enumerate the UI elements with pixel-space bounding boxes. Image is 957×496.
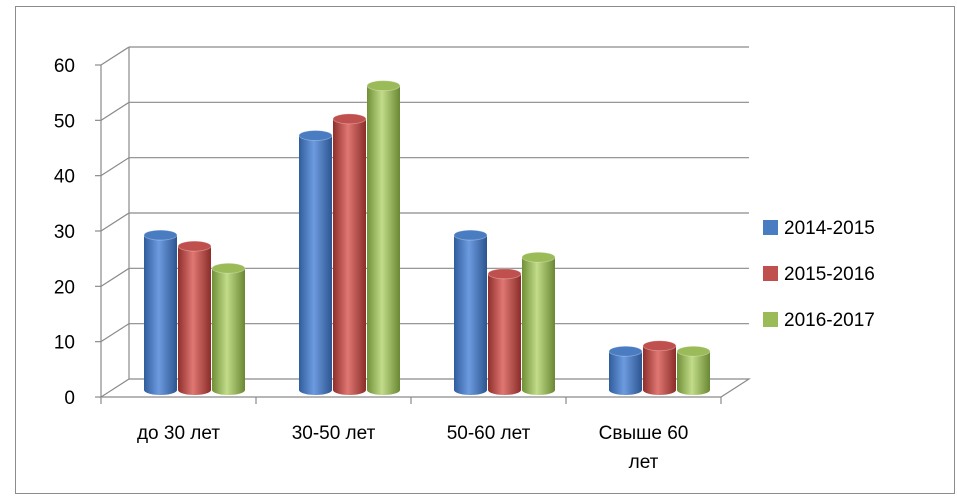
bar-body xyxy=(144,235,177,395)
bar xyxy=(487,268,522,395)
bar-top xyxy=(453,229,488,241)
legend-label: 2016-2017 xyxy=(784,310,875,331)
bar xyxy=(298,130,333,395)
y-tick-label: 40 xyxy=(54,167,75,188)
gridline-diagonal xyxy=(100,212,130,232)
y-tick-label: 50 xyxy=(54,111,75,132)
legend-swatch xyxy=(763,220,778,235)
bar-body xyxy=(454,235,487,395)
bars xyxy=(143,80,711,396)
bar-top xyxy=(177,240,212,252)
gridline-diagonal xyxy=(100,157,130,177)
bar-body xyxy=(488,273,521,395)
bar-body xyxy=(677,351,710,395)
bar-body xyxy=(643,345,676,395)
x-tick-label: Свыше 60 xyxy=(599,423,689,444)
bar xyxy=(453,229,488,395)
x-tick-label: до 30 лет xyxy=(137,423,220,444)
y-tick-label: 30 xyxy=(54,222,75,243)
bar xyxy=(366,80,401,396)
bar-top xyxy=(332,113,367,125)
bar-body xyxy=(522,257,555,395)
x-tick-label: 30-50 лет xyxy=(292,423,376,444)
legend-label: 2015-2016 xyxy=(784,264,875,285)
bar-top xyxy=(608,345,643,357)
bar-body xyxy=(333,118,366,395)
bar xyxy=(177,240,212,395)
bar xyxy=(642,340,677,395)
gridline-diagonal xyxy=(100,101,130,121)
gridline-diagonal xyxy=(100,323,130,343)
bar-top xyxy=(521,251,556,263)
bar xyxy=(143,229,178,395)
y-tick-label: 10 xyxy=(54,333,75,354)
legend-swatch xyxy=(763,266,778,281)
y-tick-label: 20 xyxy=(54,277,75,298)
gridline-diagonal xyxy=(100,267,130,287)
legend-label: 2014-2015 xyxy=(784,218,875,239)
bar xyxy=(211,262,246,395)
bar-top xyxy=(642,340,677,352)
bar-top xyxy=(487,268,522,280)
bar xyxy=(676,345,711,395)
bar-top xyxy=(298,130,333,141)
axes xyxy=(95,47,752,404)
bar xyxy=(608,345,643,395)
bar-body xyxy=(212,268,245,395)
chart-floor xyxy=(98,378,752,398)
x-tick-label: лет xyxy=(629,452,659,473)
bar-body xyxy=(367,85,400,396)
bar xyxy=(332,113,367,395)
bar-top xyxy=(211,262,246,274)
bar xyxy=(521,251,556,395)
gridline-diagonal xyxy=(100,46,130,66)
bar-body xyxy=(609,351,642,395)
x-tick-label: 50-60 лет xyxy=(447,423,531,444)
legend-swatch xyxy=(763,312,778,327)
y-tick-label: 60 xyxy=(54,56,75,77)
bar-top xyxy=(366,80,401,92)
bar-top xyxy=(143,229,178,241)
bar-top xyxy=(676,345,711,357)
axis-labels: 0 10 20 30 40 50 60 до 30 лет 30-50 лет 50-60 лет… xyxy=(54,56,688,473)
bar-body xyxy=(299,135,332,395)
legend: 2014-2015 2015-2016 2016-2017 xyxy=(763,218,875,331)
y-tick-label: 0 xyxy=(64,388,75,409)
bar-body xyxy=(178,246,211,395)
